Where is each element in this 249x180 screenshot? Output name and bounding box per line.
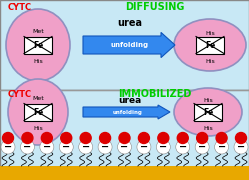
FancyArrow shape — [83, 105, 170, 119]
Text: His: His — [203, 125, 213, 130]
Circle shape — [1, 140, 15, 154]
Circle shape — [61, 132, 72, 143]
Text: His: His — [33, 58, 43, 64]
Bar — [0, 166, 249, 180]
Text: CYTC: CYTC — [8, 89, 32, 98]
Text: −: − — [237, 142, 245, 152]
Text: His: His — [33, 125, 43, 130]
Text: −: − — [82, 142, 90, 152]
Bar — [0, 90, 249, 180]
Circle shape — [215, 140, 229, 154]
Text: DIFFUSING: DIFFUSING — [125, 2, 185, 12]
FancyArrow shape — [83, 32, 175, 58]
Circle shape — [197, 132, 208, 143]
Text: −: − — [101, 142, 109, 152]
Text: −: − — [23, 142, 31, 152]
Text: His: His — [205, 30, 215, 35]
Circle shape — [177, 132, 188, 143]
Text: −: − — [218, 142, 226, 152]
Text: −: − — [198, 142, 206, 152]
Bar — [0, 0, 249, 90]
Text: urea: urea — [118, 96, 142, 105]
Text: −: − — [43, 142, 51, 152]
Text: His: His — [205, 58, 215, 64]
Text: −: − — [4, 142, 12, 152]
Circle shape — [216, 132, 227, 143]
Ellipse shape — [6, 9, 70, 81]
Text: Fe: Fe — [33, 40, 43, 50]
Text: −: − — [62, 142, 70, 152]
Text: Met: Met — [32, 28, 44, 33]
Circle shape — [236, 132, 247, 143]
Text: unfolding: unfolding — [113, 109, 143, 114]
Circle shape — [22, 132, 33, 143]
Circle shape — [40, 140, 54, 154]
Text: unfolding: unfolding — [111, 42, 149, 48]
Text: His: His — [203, 98, 213, 102]
Text: Fe: Fe — [205, 40, 215, 50]
Text: urea: urea — [118, 18, 142, 28]
Ellipse shape — [174, 19, 246, 71]
Text: Fe: Fe — [33, 107, 43, 116]
Circle shape — [234, 140, 248, 154]
Circle shape — [80, 132, 91, 143]
Bar — [196, 37, 224, 53]
Circle shape — [137, 140, 151, 154]
Text: −: − — [121, 142, 128, 152]
Circle shape — [79, 140, 93, 154]
Circle shape — [2, 132, 13, 143]
Ellipse shape — [8, 79, 68, 145]
Circle shape — [20, 140, 34, 154]
Circle shape — [176, 140, 190, 154]
Circle shape — [119, 132, 130, 143]
Circle shape — [156, 140, 170, 154]
Circle shape — [98, 140, 112, 154]
Text: −: − — [140, 142, 148, 152]
Text: −: − — [179, 142, 187, 152]
Text: −: − — [159, 142, 167, 152]
Circle shape — [59, 140, 73, 154]
Circle shape — [195, 140, 209, 154]
Bar — [24, 103, 52, 120]
Bar — [24, 37, 52, 53]
Circle shape — [118, 140, 131, 154]
Text: CYTC: CYTC — [8, 3, 32, 12]
Text: IMMOBILIZED: IMMOBILIZED — [118, 89, 192, 99]
Circle shape — [158, 132, 169, 143]
Circle shape — [100, 132, 111, 143]
Circle shape — [138, 132, 149, 143]
Bar — [194, 103, 222, 120]
Text: Fe: Fe — [203, 107, 213, 116]
Ellipse shape — [174, 88, 242, 136]
Circle shape — [41, 132, 52, 143]
Text: Met: Met — [32, 96, 44, 100]
